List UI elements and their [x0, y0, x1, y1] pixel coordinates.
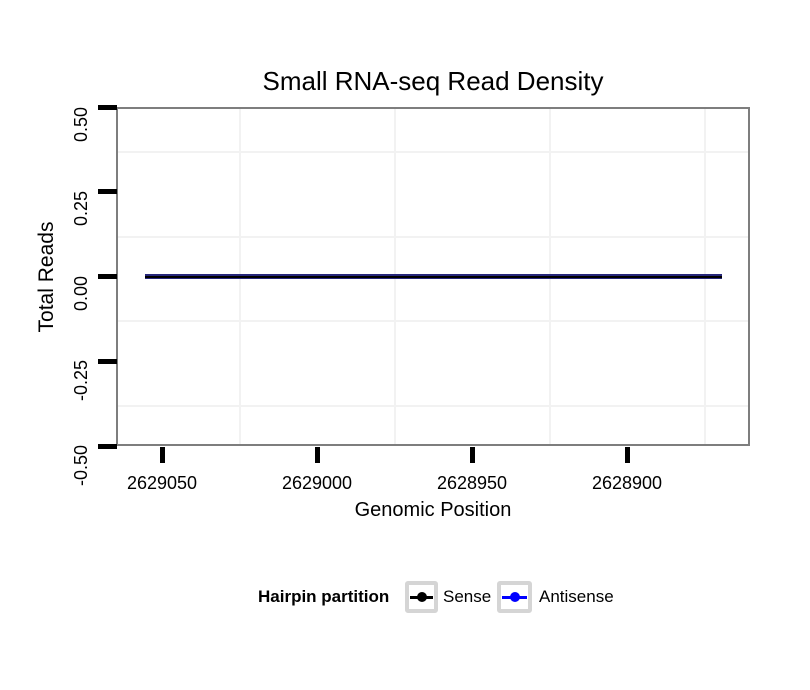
y-tick	[98, 443, 117, 449]
series-line-sense	[145, 275, 722, 278]
legend-title: Hairpin partition	[258, 587, 390, 606]
legend-label-sense: Sense	[443, 587, 492, 606]
y-tick-label: -0.25	[71, 360, 91, 402]
minor-gridline-horizontal	[118, 405, 748, 408]
minor-gridline-horizontal	[118, 150, 748, 153]
x-tick-label: 2628900	[591, 473, 663, 493]
x-tick	[159, 447, 165, 463]
x-axis-title: Genomic Position	[354, 499, 512, 521]
y-tick	[98, 105, 117, 110]
y-axis-title: Total Reads	[35, 221, 58, 333]
x-tick	[469, 447, 475, 463]
x-tick	[624, 447, 630, 463]
legend-label-antisense: Antisense	[539, 587, 614, 606]
y-tick	[98, 274, 117, 279]
x-tick	[314, 447, 320, 463]
y-tick	[98, 358, 117, 364]
y-tick-label: 0.25	[71, 190, 91, 226]
minor-gridline-horizontal	[118, 320, 748, 323]
x-tick-label: 2629050	[126, 473, 198, 493]
legend-key-antisense	[497, 581, 532, 613]
y-tick-label: -0.50	[71, 445, 91, 487]
x-tick-label: 2629000	[281, 473, 353, 493]
legend-key-sense	[405, 581, 438, 613]
y-tick	[98, 189, 117, 195]
y-tick-label: 0.50	[71, 106, 91, 142]
minor-gridline-horizontal	[118, 235, 748, 238]
antisense-dot-icon	[509, 592, 520, 602]
sense-dot-icon	[416, 592, 427, 602]
y-tick-label: 0.00	[71, 275, 91, 311]
x-tick-label: 2628950	[436, 473, 508, 493]
chart-title: Small RNA-seq Read Density	[262, 66, 604, 96]
series-line-overlap	[145, 274, 722, 279]
